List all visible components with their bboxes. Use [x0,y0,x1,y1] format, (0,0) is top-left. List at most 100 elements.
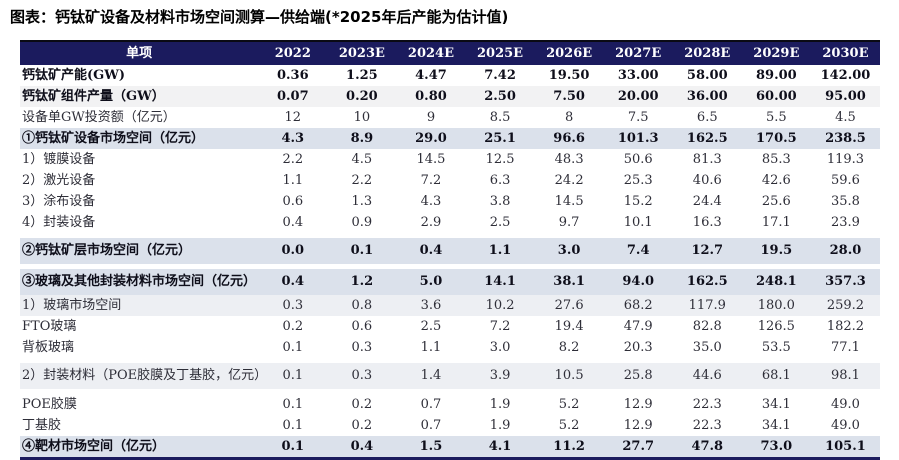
row-value: 0.4 [396,238,465,264]
row-value: 40.6 [673,170,742,191]
row-value: 19.4 [535,316,604,337]
row-value: 162.5 [673,269,742,295]
row-value: 60.00 [742,86,811,107]
row-value: 47.8 [673,436,742,459]
row-value: 9 [396,107,465,128]
row-value: 27.6 [535,295,604,316]
row-value: 23.9 [811,212,880,233]
row-value: 8 [535,107,604,128]
row-label: 丁基胶 [20,415,258,436]
row-value: 0.7 [396,394,465,415]
row-value: 89.00 [742,65,811,86]
row-value: 1.1 [258,170,327,191]
row-label: ①钙钛矿设备市场空间（亿元） [20,128,258,149]
row-label: 2）封装材料（POE胶膜及丁基胶，亿元） [20,363,258,389]
row-value: 81.3 [673,149,742,170]
row-value: 47.9 [604,316,673,337]
report-figure: 图表：钙钛矿设备及材料市场空间测算—供给端(*2025年后产能为估计值) 单项 … [0,0,899,424]
row-value: 25.3 [604,170,673,191]
row-value: 24.2 [535,170,604,191]
row-value: 3.0 [535,238,604,264]
row-value: 28.0 [811,238,880,264]
header-cell-year-2025E: 2025E [466,41,535,65]
row-value: 0.1 [258,415,327,436]
row-value: 1.5 [396,436,465,459]
row-value: 4.3 [396,191,465,212]
row-value: 25.8 [604,363,673,389]
row-value: 2.2 [258,149,327,170]
row-value: 142.00 [811,65,880,86]
row-value: 12.7 [673,238,742,264]
header-cell-year-2024E: 2024E [396,41,465,65]
row-label: FTO玻璃 [20,316,258,337]
row-value: 49.0 [811,394,880,415]
row-value: 5.0 [396,269,465,295]
row-value: 16.3 [673,212,742,233]
row-value: 68.1 [742,363,811,389]
row-value: 1.4 [396,363,465,389]
row-value: 4.3 [258,128,327,149]
row-value: 19.5 [742,238,811,264]
row-value: 82.8 [673,316,742,337]
row-label: POE胶膜 [20,394,258,415]
row-value: 4.47 [396,65,465,86]
row-value: 0.6 [258,191,327,212]
row-value: 34.1 [742,415,811,436]
row-value: 33.00 [604,65,673,86]
header-cell-year-2026E: 2026E [535,41,604,65]
row-value: 3.0 [466,337,535,358]
row-value: 7.2 [396,170,465,191]
row-value: 5.5 [742,107,811,128]
row-value: 2.5 [466,212,535,233]
row-value: 85.3 [742,149,811,170]
row-value: 20.00 [604,86,673,107]
row-value: 126.5 [742,316,811,337]
row-value: 4.5 [811,107,880,128]
row-value: 4.5 [327,149,396,170]
row-value: 6.3 [466,170,535,191]
row-value: 7.5 [604,107,673,128]
row-value: 96.6 [535,128,604,149]
row-label: 1）镀膜设备 [20,149,258,170]
row-value: 95.00 [811,86,880,107]
row-value: 0.0 [258,238,327,264]
row-value: 2.2 [327,170,396,191]
row-value: 0.3 [327,363,396,389]
row-value: 12.5 [466,149,535,170]
row-value: 1.1 [396,337,465,358]
row-value: 0.2 [258,316,327,337]
row-label: 钙钛矿组件产量（GW） [20,86,258,107]
row-value: 0.1 [258,363,327,389]
row-value: 0.07 [258,86,327,107]
row-value: 0.4 [327,436,396,459]
figure-title: 图表：钙钛矿设备及材料市场空间测算—供给端(*2025年后产能为估计值) [10,6,508,27]
row-value: 1.2 [327,269,396,295]
row-value: 0.20 [327,86,396,107]
row-value: 2.50 [466,86,535,107]
row-value: 1.9 [466,415,535,436]
row-value: 1.3 [327,191,396,212]
row-value: 162.5 [673,128,742,149]
row-value: 119.3 [811,149,880,170]
row-value: 0.3 [327,337,396,358]
row-value: 35.0 [673,337,742,358]
row-value: 59.6 [811,170,880,191]
row-value: 5.2 [535,415,604,436]
row-value: 180.0 [742,295,811,316]
row-label: ④靶材市场空间（亿元） [20,436,258,459]
row-value: 259.2 [811,295,880,316]
row-value: 29.0 [396,128,465,149]
row-value: 117.9 [673,295,742,316]
row-value: 42.6 [742,170,811,191]
row-value: 8.5 [466,107,535,128]
row-value: 0.4 [258,212,327,233]
header-cell-year-2027E: 2027E [604,41,673,65]
